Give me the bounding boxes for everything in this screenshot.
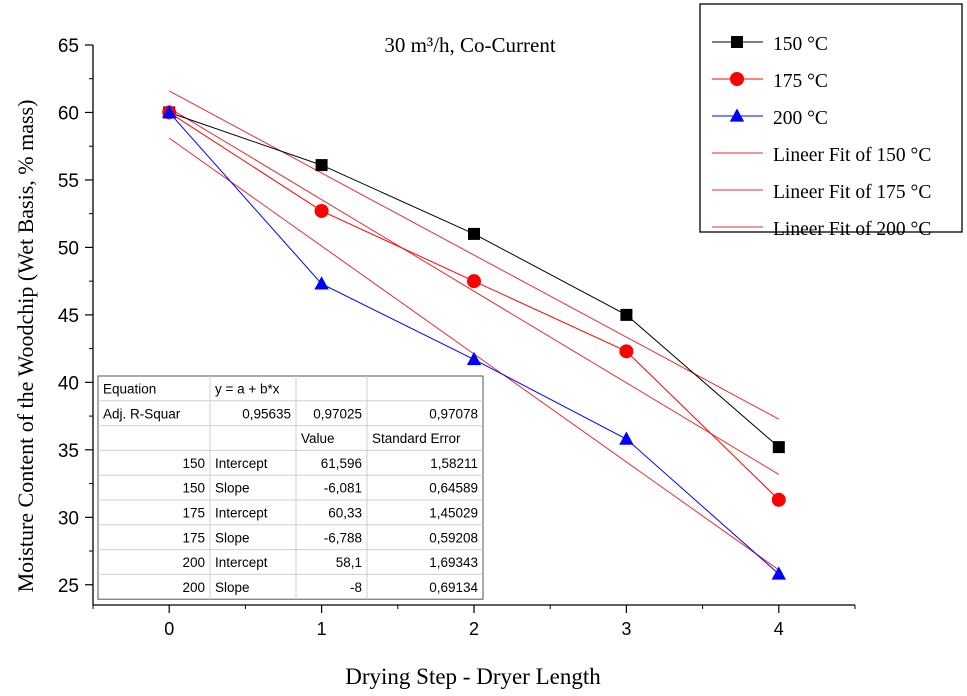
fit-table-cell: Value	[301, 431, 335, 446]
circle-marker	[314, 203, 329, 218]
triangle-marker	[729, 108, 745, 122]
y-tick-label: 30	[58, 508, 79, 529]
y-tick-label: 45	[58, 306, 79, 327]
y-tick-label: 25	[58, 576, 79, 597]
y-tick-label: 60	[58, 103, 79, 124]
fit-table-cell: Intercept	[215, 555, 268, 570]
x-tick-label: 1	[317, 619, 327, 639]
chart-title: 30 m³/h, Co-Current	[384, 33, 556, 57]
fit-line	[168, 90, 780, 420]
fit-table-cell: 200	[182, 580, 205, 595]
fit-table-cell: 60,33	[328, 506, 362, 521]
legend-label: Lineer Fit of 175 °C	[773, 182, 931, 203]
legend-label: Lineer Fit of 150 °C	[773, 145, 931, 166]
y-tick-label: 55	[58, 171, 79, 192]
fit-table-cell: 175	[182, 530, 205, 545]
fit-table-cell: 1,45029	[429, 506, 478, 521]
fit-table-cell: Intercept	[215, 506, 268, 521]
fit-table-cell: Slope	[215, 580, 250, 595]
circle-marker	[619, 344, 634, 359]
fit-table-cell: Adj. R-Squar	[103, 406, 181, 421]
fit-table-cell: 1,58211	[430, 456, 478, 471]
fit-table-cell: Intercept	[215, 456, 268, 471]
fit-table-cell: -6,788	[324, 530, 362, 545]
y-tick-label: 65	[58, 36, 79, 57]
x-tick-label: 0	[164, 619, 174, 639]
triangle-marker	[162, 104, 177, 119]
legend: 150 °C 175 °C 200 °C Lineer Fit of 150 °C Li…	[699, 3, 963, 240]
legend-label: 175 °C	[773, 71, 828, 92]
y-tick-label: 35	[58, 441, 79, 462]
square-marker	[620, 308, 633, 321]
fit-table-cell: -8	[350, 580, 362, 595]
fit-table-cell: Slope	[215, 481, 250, 496]
fit-table-cell: 175	[182, 506, 205, 521]
triangle-marker	[314, 276, 329, 290]
x-tick-label: 4	[774, 619, 784, 639]
x-tick-label: 2	[469, 619, 479, 639]
fit-table-cell: 150	[182, 481, 205, 496]
fit-table-cell: 150	[182, 456, 205, 471]
fit-table-cell: Standard Error	[372, 431, 461, 446]
square-marker	[315, 159, 328, 172]
fit-table: Equation y = a + b*x Adj. R-Squar 0,95635 0,…	[97, 375, 484, 600]
fit-table-cell: 0,95635	[242, 406, 291, 421]
fit-table-cell: y = a + b*x	[215, 382, 280, 397]
triangle-marker	[619, 431, 634, 445]
y-axis-label: Moisture Content of the Woodchip (Wet Ba…	[13, 100, 38, 593]
square-marker	[731, 36, 743, 48]
circle-marker	[467, 274, 481, 289]
square-marker	[468, 227, 480, 240]
circle-marker	[730, 72, 744, 86]
circle-marker	[771, 492, 786, 507]
fit-table-cell: 0,97078	[429, 406, 478, 421]
triangle-marker	[466, 351, 482, 366]
fit-table-cell: 0,64589	[429, 481, 478, 496]
fit-table-cell: -6,081	[324, 481, 362, 496]
fit-table-cell: Equation	[103, 382, 156, 397]
fit-table-cell: 0,59208	[429, 530, 478, 545]
fit-table-cell: 61,596	[321, 456, 362, 471]
fit-table-cell: 58,1	[336, 555, 362, 570]
axes: 0 1 2 3 4 25 30 35 40 45 50 55 60 65	[58, 36, 856, 639]
fit-table-cell: 1,69343	[429, 555, 478, 570]
y-tick-label: 40	[58, 373, 79, 394]
triangle-marker	[771, 566, 786, 580]
data-markers	[162, 104, 786, 580]
square-marker	[772, 441, 785, 454]
fit-line	[168, 107, 780, 475]
fit-table-frame	[97, 375, 484, 600]
y-tick-label: 50	[58, 238, 79, 259]
x-axis-label: Drying Step - Dryer Length	[345, 664, 601, 689]
fit-table-cell: Slope	[215, 530, 250, 545]
fit-table-cell: 0,69134	[429, 580, 478, 595]
legend-label: 150 °C	[773, 34, 828, 55]
legend-label: Lineer Fit of 200 °C	[773, 219, 931, 240]
fit-table-cell: 200	[182, 555, 205, 570]
legend-label: 200 °C	[773, 108, 828, 129]
x-tick-label: 3	[621, 619, 631, 639]
fit-table-cell: 0,97025	[313, 406, 362, 421]
